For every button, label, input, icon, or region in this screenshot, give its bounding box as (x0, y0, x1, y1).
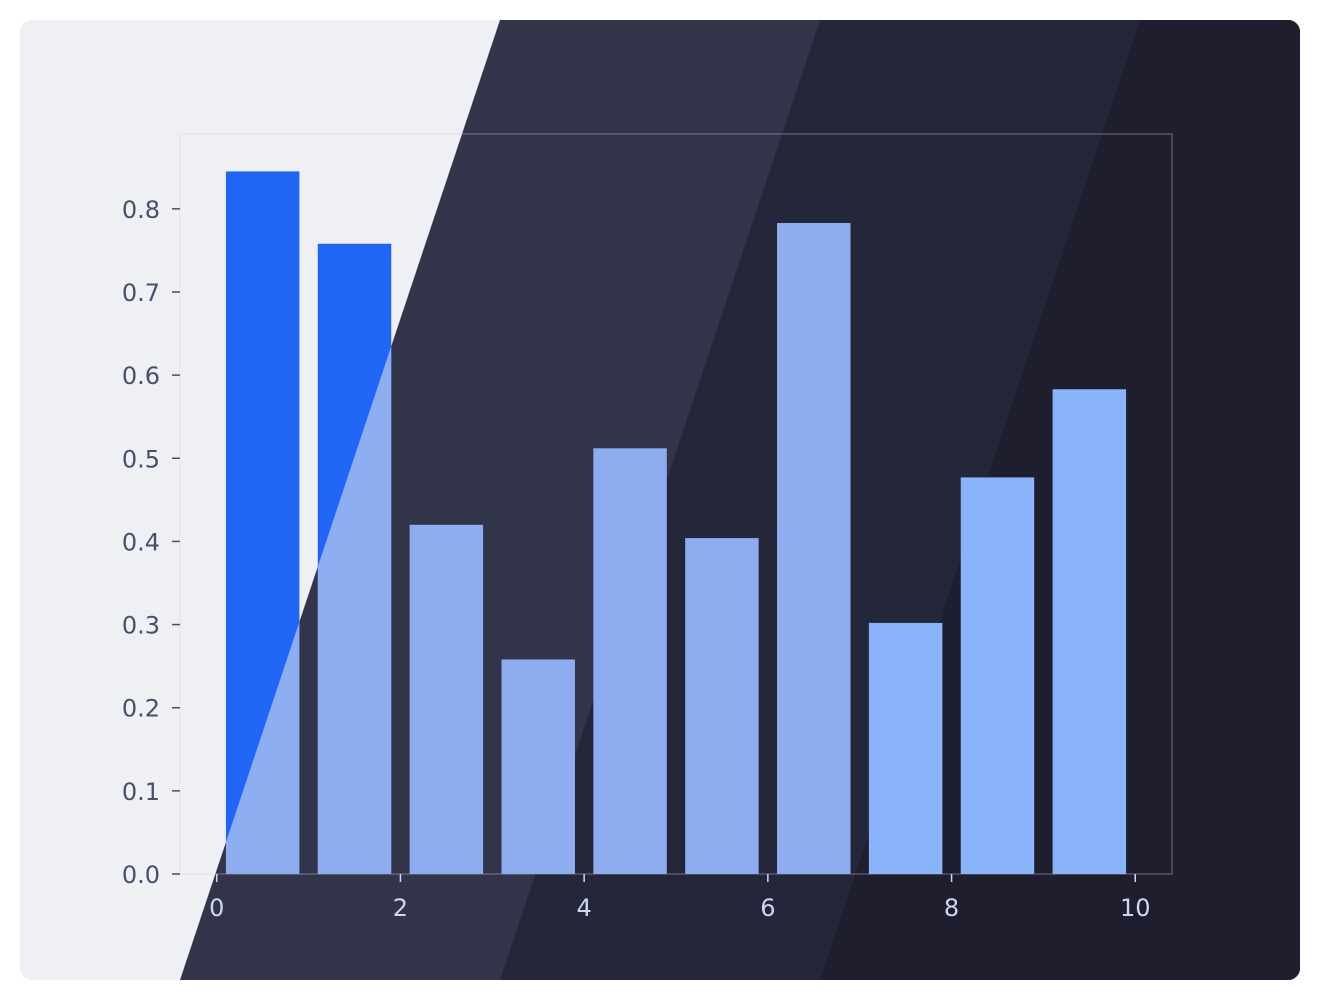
bar (868, 622, 943, 874)
x-tick-label: 6 (760, 894, 775, 922)
chart-card: 0.0 0.1 0.2 0.3 0.4 0.5 0.6 0.7 0.8 0 2 4 6 8 10 (20, 20, 1300, 980)
x-tick-label: 10 (1120, 894, 1151, 922)
bar (685, 538, 759, 874)
bar (593, 448, 667, 874)
y-tick-label: 0.6 (122, 362, 160, 390)
x-tick-label: 4 (577, 894, 592, 922)
plot-frame (179, 133, 1173, 875)
y-tick-label: 0.5 (122, 445, 160, 473)
y-tick-label: 0.2 (122, 695, 160, 723)
y-tick-label: 0.3 (122, 612, 160, 640)
y-tick-label: 0.8 (122, 196, 160, 224)
x-tick-label: 8 (944, 894, 959, 922)
bar-chart: 0.0 0.1 0.2 0.3 0.4 0.5 0.6 0.7 0.8 0 2 4 6 8 10 (20, 20, 1300, 980)
bar (501, 659, 575, 874)
bar (777, 222, 851, 874)
y-tick-label: 0.0 (122, 861, 160, 889)
y-axis: 0.0 0.1 0.2 0.3 0.4 0.5 0.6 0.7 0.8 (122, 196, 180, 889)
bar (1052, 389, 1127, 874)
y-tick-label: 0.4 (122, 528, 160, 556)
x-tick-label: 2 (393, 894, 408, 922)
x-tick-label: 0 (209, 894, 224, 922)
bar (409, 524, 484, 874)
y-tick-label: 0.1 (122, 778, 160, 806)
bar (960, 477, 1035, 874)
y-tick-label: 0.7 (122, 279, 160, 307)
x-axis: 0 2 4 6 8 10 (209, 874, 1151, 922)
